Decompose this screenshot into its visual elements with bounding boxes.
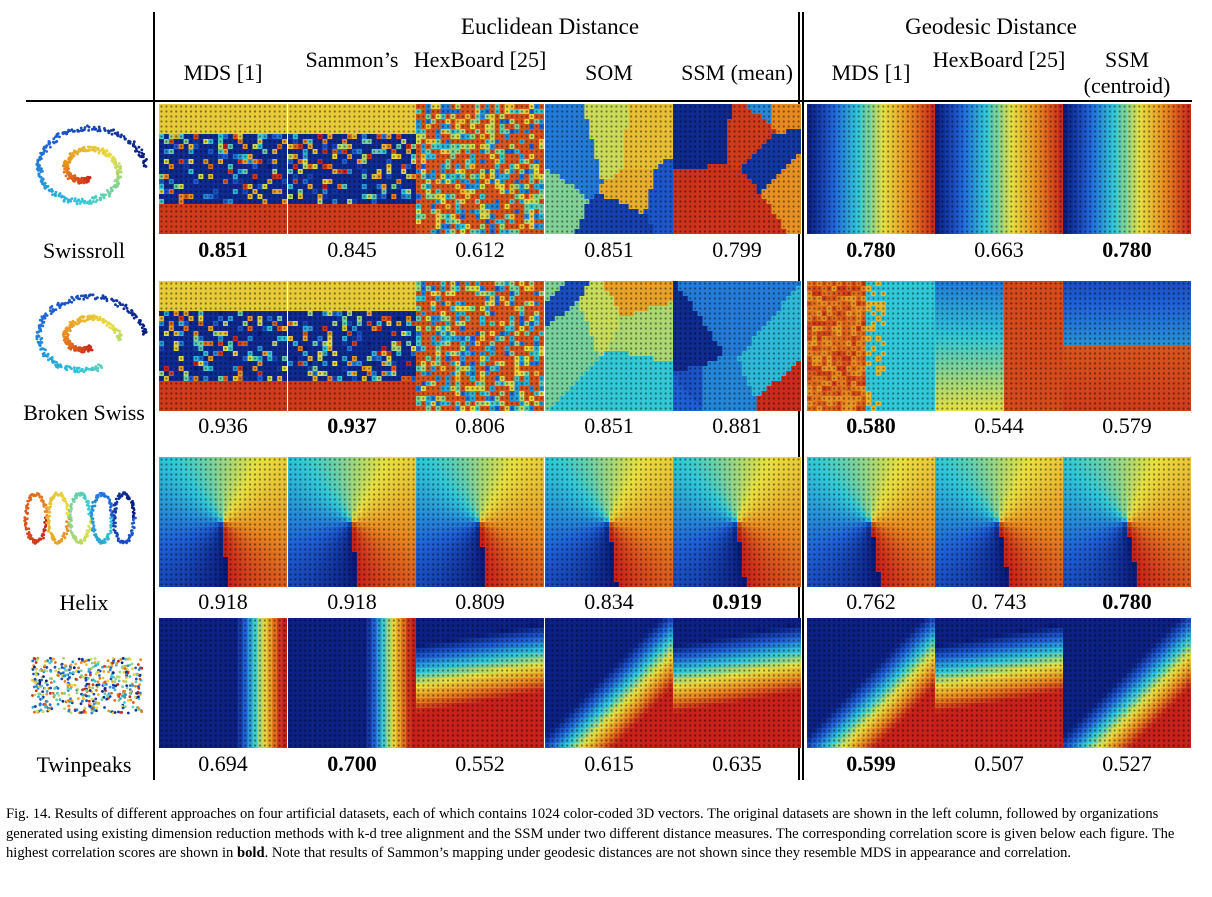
- left-divider: [153, 12, 155, 780]
- organization-map: [288, 618, 416, 748]
- correlation-score: 0.845: [288, 237, 416, 263]
- column-header: SSM (mean): [669, 60, 805, 86]
- caption-bold-word: bold: [237, 845, 265, 861]
- correlation-score: 0.918: [159, 589, 287, 615]
- dataset-label: Swissroll: [14, 236, 154, 265]
- correlation-score: 0.579: [1063, 413, 1191, 439]
- organization-map: [807, 457, 935, 587]
- correlation-score: 0.615: [545, 751, 673, 777]
- correlation-score: 0.552: [416, 751, 544, 777]
- dataset-label: Broken Swiss: [14, 398, 154, 427]
- organization-map: [416, 457, 544, 587]
- header-rule: [26, 100, 1192, 102]
- correlation-score: 0.780: [1063, 237, 1191, 263]
- dataset-thumbnail: [31, 656, 144, 715]
- organization-map: [1063, 618, 1191, 748]
- correlation-score: 0.544: [935, 413, 1063, 439]
- correlation-score: 0.780: [1063, 589, 1191, 615]
- organization-map: [935, 618, 1063, 748]
- organization-map: [288, 281, 416, 411]
- organization-map: [545, 104, 673, 234]
- correlation-score: 0.806: [416, 413, 544, 439]
- group-header-euclidean: Euclidean Distance: [300, 14, 800, 40]
- organization-map: [159, 457, 287, 587]
- correlation-score: 0.612: [416, 237, 544, 263]
- organization-map: [416, 618, 544, 748]
- dataset-label: Twinpeaks: [14, 750, 154, 779]
- organization-map: [545, 618, 673, 748]
- correlation-score: 0.762: [807, 589, 935, 615]
- organization-map: [807, 281, 935, 411]
- correlation-score: 0.599: [807, 751, 935, 777]
- correlation-score: 0.527: [1063, 751, 1191, 777]
- correlation-score: 0.694: [159, 751, 287, 777]
- column-header: SOM: [541, 60, 677, 86]
- organization-map: [416, 104, 544, 234]
- organization-map: [545, 281, 673, 411]
- organization-map: [935, 281, 1063, 411]
- correlation-score: 0.881: [673, 413, 801, 439]
- organization-map: [159, 104, 287, 234]
- organization-map: [159, 618, 287, 748]
- organization-map: [1063, 281, 1191, 411]
- correlation-score: 0.700: [288, 751, 416, 777]
- correlation-score: 0.936: [159, 413, 287, 439]
- organization-map: [1063, 104, 1191, 234]
- correlation-score: 0.851: [159, 237, 287, 263]
- column-header: MDS [1]: [155, 60, 291, 86]
- dataset-thumbnail: [35, 293, 148, 374]
- dataset-label: Helix: [14, 588, 154, 617]
- organization-map: [288, 104, 416, 234]
- column-header: MDS [1]: [803, 60, 939, 86]
- correlation-score: 0.580: [807, 413, 935, 439]
- caption-text-before: Fig. 14. Results of different approaches…: [6, 806, 1174, 861]
- correlation-score: 0.919: [673, 589, 801, 615]
- correlation-score: 0.851: [545, 237, 673, 263]
- correlation-score: 0.780: [807, 237, 935, 263]
- organization-map: [1063, 457, 1191, 587]
- organization-map: [673, 281, 801, 411]
- column-header: Sammon’s: [284, 47, 420, 73]
- organization-map: [673, 104, 801, 234]
- organization-map: [807, 104, 935, 234]
- organization-map: [673, 457, 801, 587]
- organization-map: [545, 457, 673, 587]
- organization-map: [807, 618, 935, 748]
- correlation-score: 0. 743: [935, 589, 1063, 615]
- correlation-score: 0.507: [935, 751, 1063, 777]
- correlation-score: 0.799: [673, 237, 801, 263]
- group-header-geodesic: Geodesic Distance: [806, 14, 1176, 40]
- column-header: SSM (centroid): [1059, 47, 1195, 99]
- column-header: HexBoard [25]: [931, 47, 1067, 73]
- organization-map: [288, 457, 416, 587]
- dataset-thumbnail: [35, 124, 148, 206]
- dataset-thumbnail: [23, 491, 137, 545]
- correlation-score: 0.809: [416, 589, 544, 615]
- organization-map: [673, 618, 801, 748]
- correlation-score: 0.918: [288, 589, 416, 615]
- correlation-score: 0.635: [673, 751, 801, 777]
- organization-map: [935, 457, 1063, 587]
- organization-map: [159, 281, 287, 411]
- correlation-score: 0.937: [288, 413, 416, 439]
- group-divider-b: [802, 12, 804, 780]
- correlation-score: 0.834: [545, 589, 673, 615]
- column-header: HexBoard [25]: [412, 47, 548, 73]
- organization-map: [416, 281, 544, 411]
- correlation-score: 0.663: [935, 237, 1063, 263]
- caption-text-after: . Note that results of Sammon’s mapping …: [265, 845, 1071, 861]
- correlation-score: 0.851: [545, 413, 673, 439]
- organization-map: [935, 104, 1063, 234]
- figure-caption: Fig. 14. Results of different approaches…: [6, 805, 1210, 864]
